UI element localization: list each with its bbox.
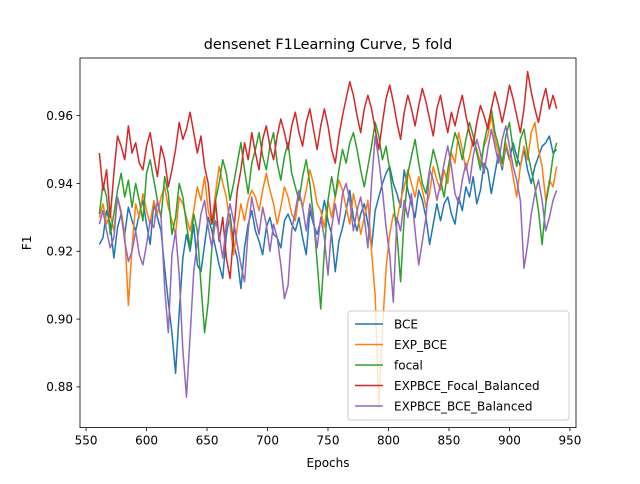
legend-label-1: EXP_BCE bbox=[394, 338, 447, 352]
x-tick-label: 650 bbox=[196, 434, 219, 448]
y-tick-label: 0.88 bbox=[46, 380, 73, 394]
y-tick-label: 0.96 bbox=[46, 109, 73, 123]
x-tick-label: 550 bbox=[75, 434, 98, 448]
x-tick-label: 900 bbox=[498, 434, 521, 448]
y-axis-label: F1 bbox=[20, 236, 34, 251]
y-axis: 0.88 0.90 0.92 0.94 0.96 bbox=[46, 109, 80, 394]
x-tick-label: 700 bbox=[256, 434, 279, 448]
x-tick-label: 950 bbox=[558, 434, 581, 448]
y-tick-label: 0.94 bbox=[46, 177, 73, 191]
y-tick-label: 0.92 bbox=[46, 245, 73, 259]
legend-label-0: BCE bbox=[394, 317, 418, 331]
y-tick-label: 0.90 bbox=[46, 312, 73, 326]
x-axis: 550 600 650 700 750 800 850 900 950 bbox=[75, 427, 581, 448]
x-tick-label: 600 bbox=[135, 434, 158, 448]
series-line-4 bbox=[98, 125, 558, 398]
x-tick-label: 750 bbox=[317, 434, 340, 448]
legend-label-4: EXPBCE_BCE_Balanced bbox=[394, 399, 532, 413]
legend-label-2: focal bbox=[394, 358, 423, 372]
chart-title: densenet F1Learning Curve, 5 fold bbox=[204, 37, 452, 53]
x-tick-label: 800 bbox=[377, 434, 400, 448]
series-line-3 bbox=[98, 70, 558, 280]
legend-box bbox=[347, 310, 570, 421]
series-layer bbox=[98, 70, 558, 409]
x-axis-label: Epochs bbox=[307, 456, 350, 470]
series-line-2 bbox=[98, 108, 558, 334]
series-line-0 bbox=[98, 135, 558, 375]
x-tick-label: 850 bbox=[438, 434, 461, 448]
legend-label-3: EXPBCE_Focal_Balanced bbox=[394, 379, 540, 393]
